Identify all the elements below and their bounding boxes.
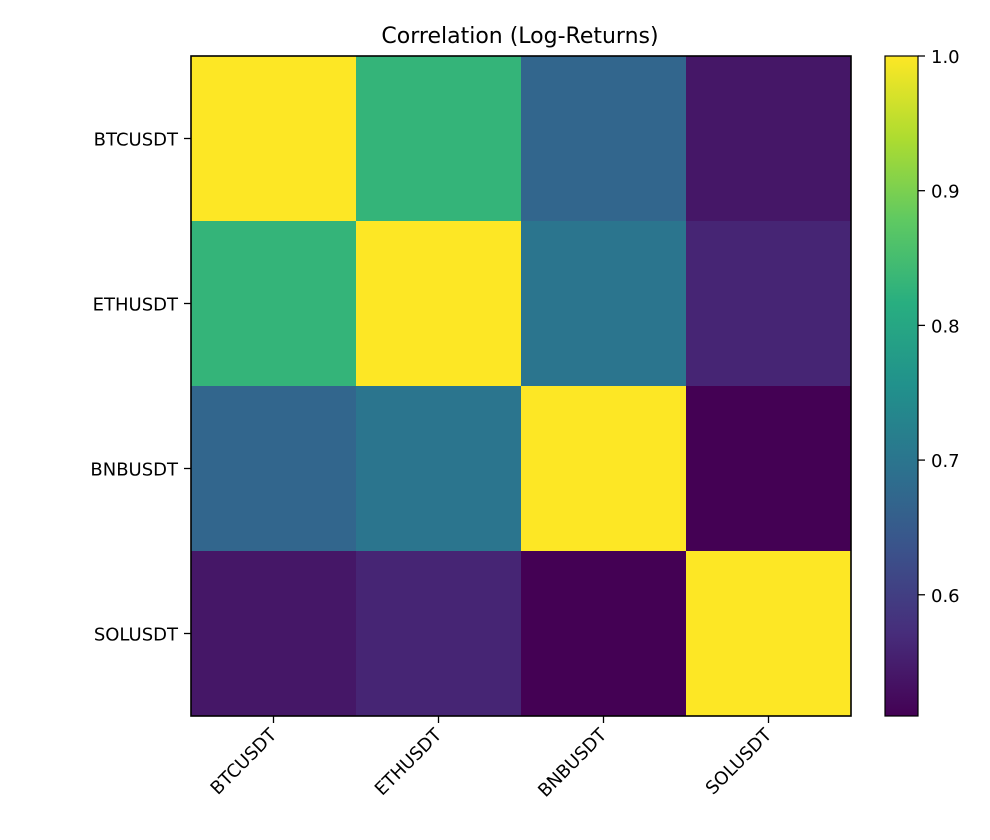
heatmap-cell [521,221,687,387]
heatmap-cell [356,386,522,552]
heatmap-cell [686,551,852,717]
column-label: BTCUSDT [207,724,282,799]
heatmap-cell [521,386,687,552]
heatmap-cell [356,551,522,717]
heatmap-cell [686,56,852,222]
colorbar-tick-label: 0.8 [931,316,960,337]
colorbar-tick-label: 0.7 [931,451,960,472]
heatmap-cell [356,221,522,387]
column-label: ETHUSDT [371,724,447,800]
colorbar-tick-label: 0.9 [931,182,960,203]
colorbar-tick-label: 0.6 [931,586,960,607]
row-label: SOLUSDT [94,625,179,646]
row-label: ETHUSDT [93,295,179,316]
row-label: BTCUSDT [94,130,179,151]
heatmap-cell [191,386,357,552]
colorbar [884,55,919,717]
row-label: BNBUSDT [90,460,179,481]
heatmap-cell [686,221,852,387]
heatmap-cell [356,56,522,222]
colorbar-ticks: 0.6 0.7 0.8 0.9 1.0 [918,47,960,607]
row-labels: BTCUSDT ETHUSDT BNBUSDT SOLUSDT [90,130,191,646]
heatmap-cell [686,386,852,552]
heatmap-cells [191,56,852,717]
heatmap-cell [191,56,357,222]
colorbar-tick-label: 1.0 [931,47,960,68]
column-label: BNBUSDT [534,724,612,802]
plot-frame [190,55,852,717]
heatmap-cell [521,551,687,717]
heatmap-cell [191,551,357,717]
column-labels: BTCUSDT ETHUSDT BNBUSDT SOLUSDT [207,716,777,801]
column-label: SOLUSDT [702,724,777,799]
chart-title: Correlation (Log-Returns) [381,24,658,49]
heatmap-cell [521,56,687,222]
heatmap-cell [191,221,357,387]
